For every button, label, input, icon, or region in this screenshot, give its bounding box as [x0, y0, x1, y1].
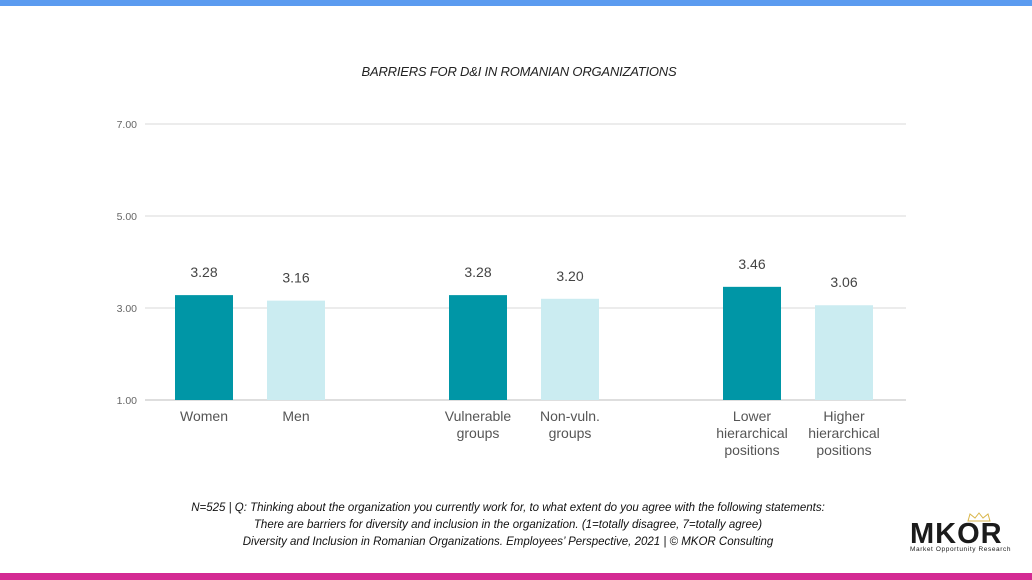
data-label: 3.20 [556, 268, 583, 284]
x-category-label: hierarchical [716, 425, 788, 441]
x-category-label: Women [180, 408, 228, 424]
x-category-label: hierarchical [808, 425, 880, 441]
bar [541, 298, 599, 400]
x-category-label: Higher [823, 408, 865, 424]
mkor-logo: MKOR Market Opportunity Research [906, 512, 1018, 558]
bar [815, 305, 873, 400]
x-category-label: Non-vuln. [540, 408, 600, 424]
bottom-accent-bar [0, 573, 1032, 580]
x-category-label: groups [457, 425, 500, 441]
logo-wordmark: MKOR [910, 518, 1003, 550]
data-label: 3.28 [464, 264, 491, 280]
footnote-line-3: Diversity and Inclusion in Romanian Orga… [242, 536, 774, 548]
top-accent-bar [0, 0, 1032, 6]
data-label: 3.06 [830, 274, 857, 290]
y-tick-label: 3.00 [117, 303, 138, 315]
data-label: 3.16 [282, 270, 309, 286]
x-category-label: positions [724, 442, 779, 458]
footnote-line-2: There are barriers for diversity and inc… [253, 519, 763, 531]
data-label: 3.28 [190, 264, 217, 280]
data-label: 3.46 [738, 256, 765, 272]
x-category-label: Lower [733, 408, 771, 424]
bar [267, 300, 325, 400]
bar [723, 286, 781, 400]
footnote-line-1: N=525 | Q: Thinking about the organizati… [191, 502, 825, 514]
chart-title: BARRIERS FOR D&I IN ROMANIAN ORGANIZATIO… [361, 64, 677, 79]
x-category-label: positions [816, 442, 871, 458]
x-category-label: Men [282, 408, 309, 424]
bar [449, 295, 507, 400]
bar-chart: 1.00 3.00 5.00 7.00 3.28 Women 3.16 Men 3.28 Vuln… [117, 119, 906, 458]
y-tick-label: 1.00 [117, 395, 138, 407]
logo-tagline: Market Opportunity Research [910, 546, 1012, 553]
y-tick-label: 7.00 [117, 119, 138, 131]
bar [175, 295, 233, 400]
crown-icon [967, 512, 991, 522]
x-category-label: groups [549, 425, 592, 441]
x-category-label: Vulnerable [445, 408, 512, 424]
footnote: N=525 | Q: Thinking about the organizati… [0, 500, 1016, 551]
y-tick-label: 5.00 [117, 211, 138, 223]
